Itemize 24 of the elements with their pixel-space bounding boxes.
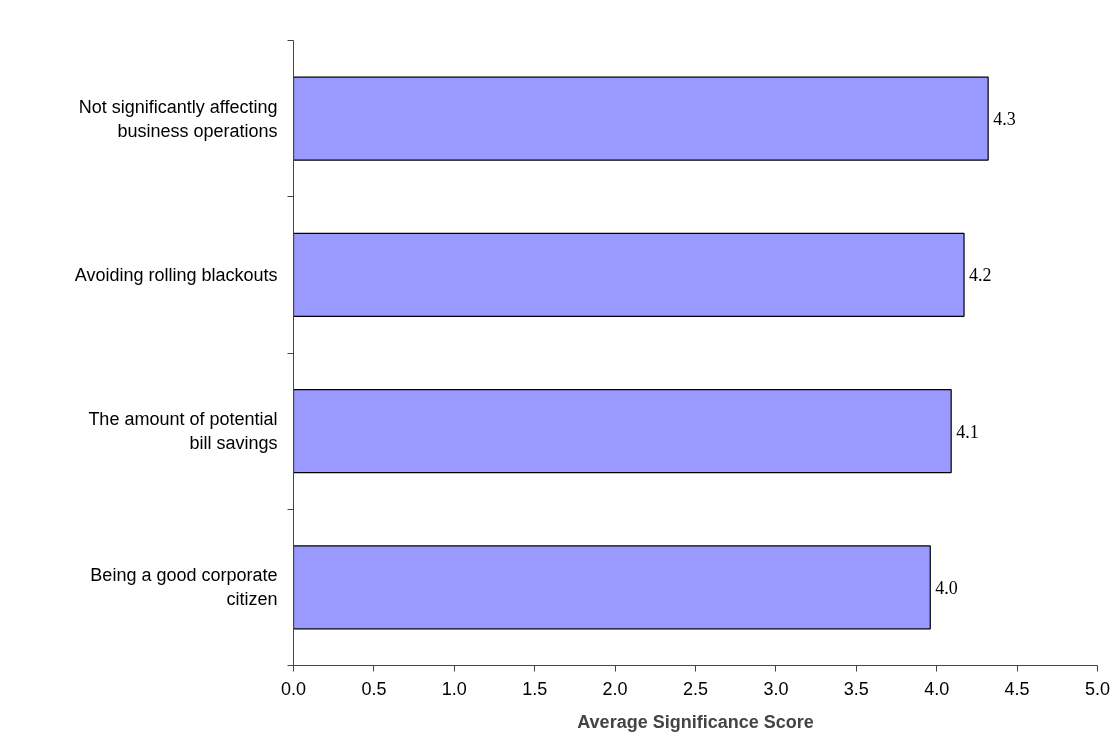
x-tick-label: 4.0 [924, 678, 950, 699]
x-tick-label: 4.5 [1004, 678, 1030, 699]
bar [293, 76, 989, 161]
data-label: 4.1 [956, 421, 979, 442]
bar [293, 545, 931, 630]
y-tick-label: The amount of potential bill savings [88, 409, 278, 454]
x-tick-label: 1.0 [441, 678, 467, 699]
x-tick-label: 1.5 [522, 678, 548, 699]
x-axis-title: Average Significance Score [577, 711, 814, 732]
x-tick-label: 2.0 [602, 678, 628, 699]
data-label: 4.3 [993, 109, 1016, 130]
x-tick-label: 2.5 [682, 678, 709, 699]
y-tick-label: Not significantly affecting business operations [78, 96, 278, 141]
y-tick-label: Avoiding rolling blackouts [74, 264, 278, 285]
y-tick-label: Being a good corporate citizen [90, 565, 278, 610]
data-label: 4.2 [969, 265, 992, 286]
x-tick-label: 0.0 [280, 678, 307, 699]
bar [293, 232, 965, 317]
x-tick-label: 3.0 [763, 678, 789, 699]
x-tick-label: 3.5 [843, 678, 869, 699]
data-label: 4.0 [935, 577, 958, 598]
x-tick-label: 5.0 [1084, 678, 1111, 699]
bar [293, 389, 952, 474]
x-tick-label: 0.5 [361, 678, 387, 699]
